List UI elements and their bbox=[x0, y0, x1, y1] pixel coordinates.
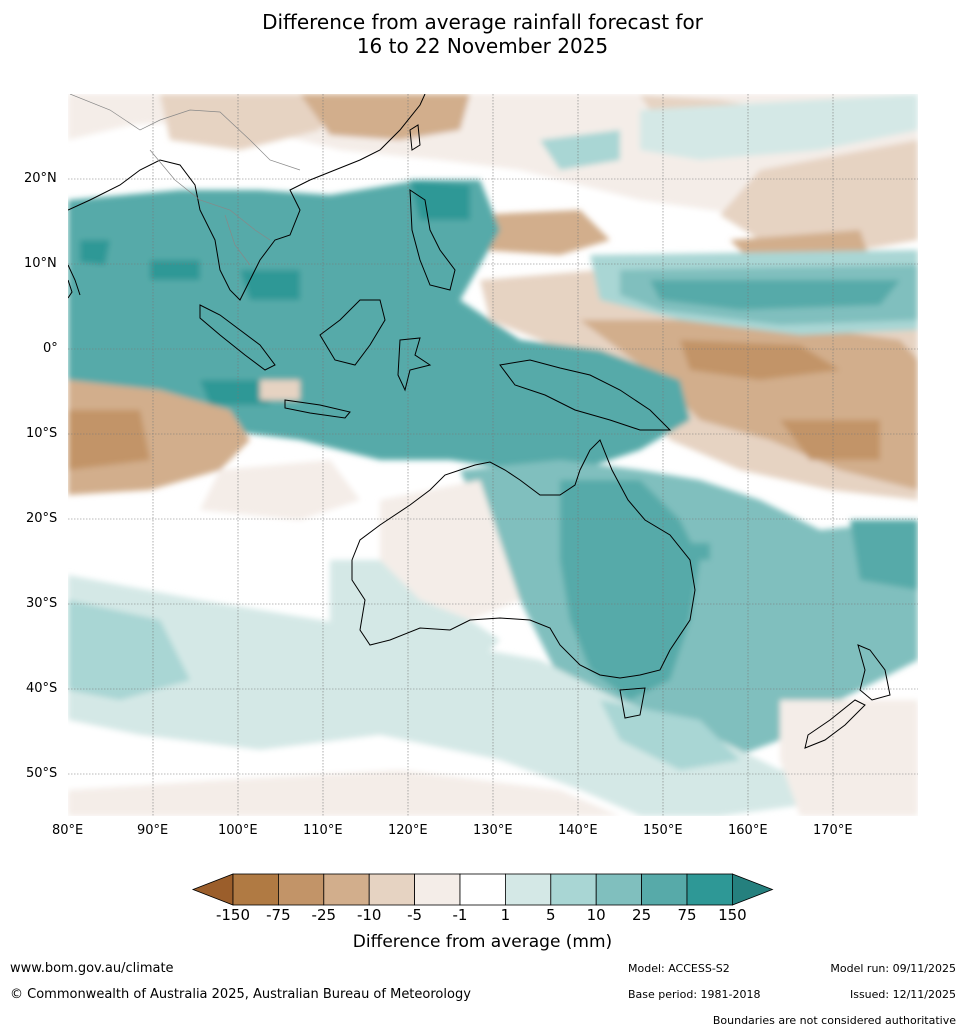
title-line-1: Difference from average rainfall forecas… bbox=[262, 10, 703, 34]
colorbar-segment bbox=[459, 873, 506, 906]
colorbar-tick-label: 1 bbox=[500, 906, 511, 924]
colorbar-extend-high bbox=[732, 873, 774, 906]
colorbar-segment bbox=[323, 873, 370, 906]
lat-label-20n: 20°N bbox=[24, 171, 57, 186]
colorbar-segment bbox=[504, 873, 552, 906]
colorbar-tick-label: -5 bbox=[407, 906, 423, 924]
colorbar-tick-label: 75 bbox=[677, 906, 697, 924]
colorbar-tick-label: -150 bbox=[215, 906, 251, 924]
lat-label-0: 0° bbox=[43, 341, 58, 356]
lon-label-160e: 160°E bbox=[728, 823, 768, 838]
footer-base-period: Base period: 1981-2018 bbox=[628, 988, 761, 1001]
graticule bbox=[68, 94, 918, 816]
colorbar bbox=[191, 873, 774, 906]
lon-label-170e: 170°E bbox=[813, 823, 853, 838]
colorbar-tick-label: -10 bbox=[356, 906, 382, 924]
footer-copyright: © Commonwealth of Australia 2025, Austra… bbox=[10, 987, 471, 1002]
colorbar-tick-label: -1 bbox=[452, 906, 468, 924]
colorbar-segment bbox=[368, 873, 416, 906]
lat-label-10n: 10°N bbox=[24, 256, 57, 271]
colorbar-tick-label: -75 bbox=[266, 906, 291, 924]
lat-label-50s: 50°S bbox=[26, 766, 58, 781]
footer-issued: Issued: 12/11/2025 bbox=[849, 988, 956, 1001]
lat-label-10s: 10°S bbox=[26, 426, 58, 441]
lat-label-40s: 40°S bbox=[26, 681, 58, 696]
footer-model: Model: ACCESS-S2 bbox=[628, 962, 730, 975]
map-title: Difference from average rainfall forecas… bbox=[0, 10, 965, 58]
coastlines bbox=[68, 94, 891, 749]
footer-disclaimer: Boundaries are not considered authoritat… bbox=[712, 1014, 956, 1027]
colorbar-tick-label: 10 bbox=[586, 906, 606, 924]
lon-label-110e: 110°E bbox=[303, 823, 343, 838]
colorbar-segment bbox=[277, 873, 325, 906]
lat-label-30s: 30°S bbox=[26, 596, 58, 611]
footer-url: www.bom.gov.au/climate bbox=[10, 961, 174, 976]
lon-label-130e: 130°E bbox=[473, 823, 513, 838]
footer-model-run: Model run: 09/11/2025 bbox=[830, 962, 956, 975]
lon-label-100e: 100°E bbox=[218, 823, 258, 838]
lon-label-150e: 150°E bbox=[643, 823, 683, 838]
colorbar-segment bbox=[686, 873, 733, 906]
colorbar-segment bbox=[550, 873, 597, 906]
colorbar-segment bbox=[414, 873, 461, 906]
colorbar-segment bbox=[641, 873, 688, 906]
colorbar-title: Difference from average (mm) bbox=[352, 932, 613, 952]
colorbar-segment bbox=[595, 873, 643, 906]
colorbar-tick-label: 150 bbox=[718, 906, 747, 924]
country-boundaries bbox=[69, 94, 301, 266]
lon-label-120e: 120°E bbox=[388, 823, 428, 838]
lon-label-90e: 90°E bbox=[137, 823, 169, 838]
colorbar-tick-label: 25 bbox=[632, 906, 652, 924]
rainfall-anomaly-field bbox=[68, 94, 918, 816]
colorbar-tick-label: 5 bbox=[546, 906, 556, 924]
lat-label-20s: 20°S bbox=[26, 511, 58, 526]
title-line-2: 16 to 22 November 2025 bbox=[356, 34, 609, 58]
lon-label-140e: 140°E bbox=[558, 823, 598, 838]
colorbar-segment bbox=[232, 873, 279, 906]
colorbar-extend-low bbox=[191, 873, 234, 906]
lon-label-80e: 80°E bbox=[52, 823, 84, 838]
colorbar-tick-label: -25 bbox=[311, 906, 337, 924]
